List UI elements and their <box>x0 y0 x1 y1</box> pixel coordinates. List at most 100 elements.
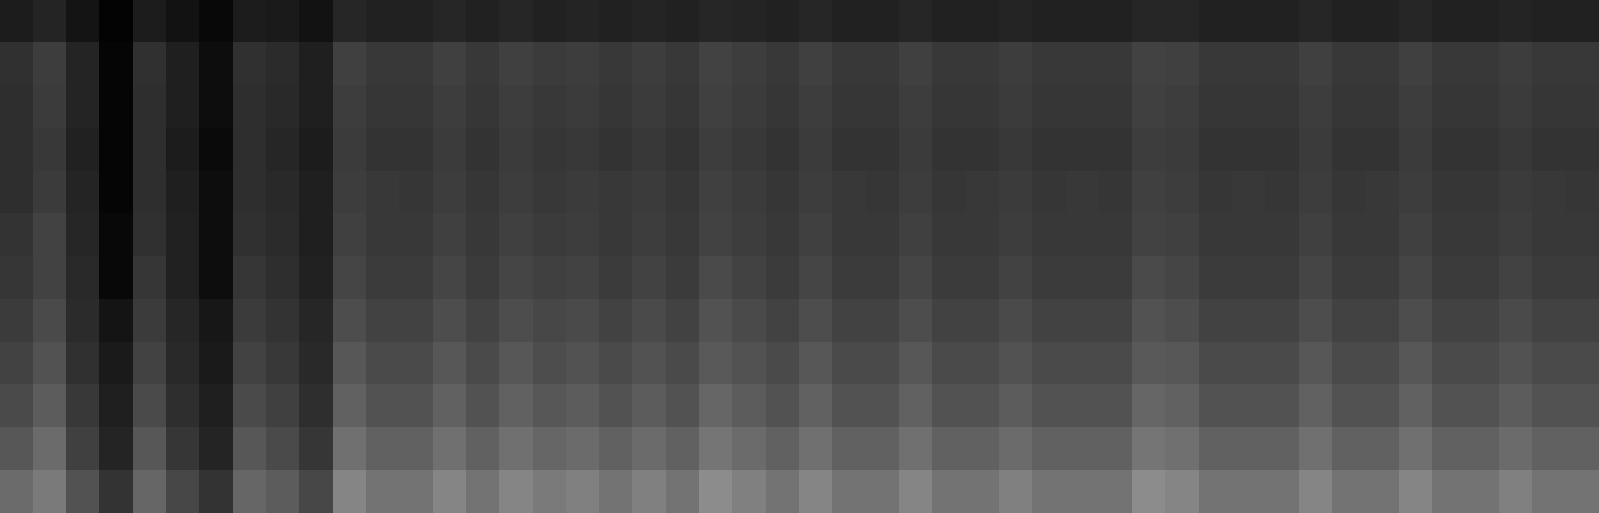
cell <box>799 256 833 300</box>
cell <box>766 42 800 86</box>
cell <box>1032 0 1067 43</box>
cell <box>599 299 633 343</box>
cell <box>1532 85 1566 129</box>
cell <box>1132 128 1166 172</box>
cell <box>1499 470 1533 513</box>
cell <box>632 213 667 257</box>
cell <box>1565 42 1599 86</box>
cell <box>466 256 500 300</box>
cell <box>1099 128 1133 172</box>
cell <box>1099 342 1133 385</box>
cell <box>233 42 267 86</box>
cell <box>866 85 900 129</box>
cell <box>1066 384 1100 428</box>
cell <box>932 384 967 428</box>
cell <box>466 299 500 343</box>
cell <box>399 470 434 513</box>
cell <box>333 128 367 172</box>
cell <box>0 171 34 214</box>
cell <box>133 171 167 214</box>
cell <box>732 470 767 513</box>
cell <box>866 128 900 172</box>
cell <box>966 256 1000 300</box>
cell <box>1499 213 1533 257</box>
cell <box>366 384 400 428</box>
cell <box>299 256 334 300</box>
cell <box>199 342 234 385</box>
cell <box>899 470 933 513</box>
cell <box>866 427 900 471</box>
cell <box>1099 0 1133 43</box>
cell <box>699 213 733 257</box>
cell <box>999 42 1033 86</box>
cell <box>1399 427 1433 471</box>
cell <box>1199 256 1233 300</box>
cell <box>1465 128 1500 172</box>
cell <box>99 128 134 172</box>
cell <box>799 299 833 343</box>
cell <box>1066 470 1100 513</box>
cell <box>366 299 400 343</box>
cell <box>533 427 567 471</box>
cell <box>433 0 467 43</box>
cell <box>1165 256 1200 300</box>
cell <box>499 299 534 343</box>
cell <box>0 299 34 343</box>
cell <box>932 85 967 129</box>
cell <box>732 299 767 343</box>
cell <box>299 427 334 471</box>
cell <box>1165 384 1200 428</box>
cell <box>732 0 767 43</box>
cell <box>1232 213 1266 257</box>
cell <box>966 85 1000 129</box>
cell <box>466 213 500 257</box>
cell <box>766 342 800 385</box>
cell <box>832 0 867 43</box>
cell <box>1532 213 1566 257</box>
cell <box>832 42 867 86</box>
cell <box>1432 85 1466 129</box>
cell <box>1532 384 1566 428</box>
cell <box>33 384 67 428</box>
cell <box>299 384 334 428</box>
cell <box>599 0 633 43</box>
cell <box>333 299 367 343</box>
cell <box>199 256 234 300</box>
cell <box>33 470 67 513</box>
cell <box>1199 342 1233 385</box>
cell <box>832 171 867 214</box>
cell <box>699 427 733 471</box>
cell <box>499 42 534 86</box>
cell <box>333 85 367 129</box>
cell <box>566 42 600 86</box>
cell <box>866 384 900 428</box>
cell <box>166 384 200 428</box>
cell <box>1332 256 1366 300</box>
cell <box>399 42 434 86</box>
cell <box>1165 342 1200 385</box>
cell <box>1565 171 1599 214</box>
cell <box>1399 128 1433 172</box>
cell <box>466 42 500 86</box>
cell <box>266 470 300 513</box>
cell <box>133 384 167 428</box>
cell <box>1365 128 1400 172</box>
cell <box>1565 213 1599 257</box>
cell <box>1032 256 1067 300</box>
cell <box>799 128 833 172</box>
cell <box>766 470 800 513</box>
cell <box>99 42 134 86</box>
cell <box>1499 299 1533 343</box>
cell <box>1399 470 1433 513</box>
cell <box>133 42 167 86</box>
cell <box>1232 342 1266 385</box>
cell <box>1299 256 1333 300</box>
cell <box>133 470 167 513</box>
cell <box>366 213 400 257</box>
cell <box>732 128 767 172</box>
cell <box>1499 42 1533 86</box>
cell <box>932 470 967 513</box>
cell <box>433 128 467 172</box>
cell <box>433 85 467 129</box>
cell <box>632 42 667 86</box>
